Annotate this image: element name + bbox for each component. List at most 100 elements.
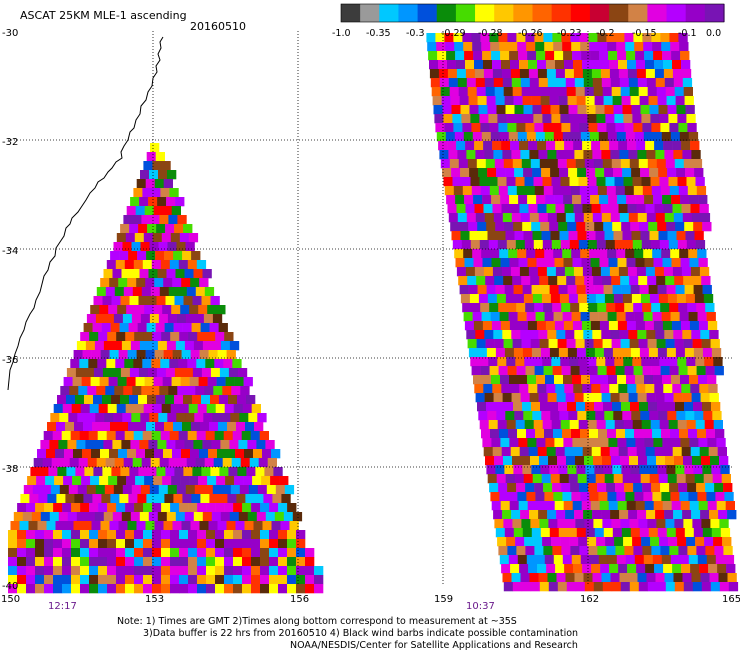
data-cell	[603, 348, 614, 358]
data-cell	[474, 60, 484, 70]
data-cell	[599, 321, 610, 331]
data-cell	[97, 431, 107, 441]
data-cell	[550, 474, 560, 484]
data-cell	[31, 512, 42, 522]
data-cell	[442, 105, 452, 115]
data-cell	[548, 582, 559, 592]
data-cell	[261, 476, 271, 486]
data-cell	[589, 429, 599, 439]
data-cell	[643, 249, 653, 259]
data-cell	[538, 150, 548, 160]
data-cell	[707, 375, 717, 385]
data-cell	[597, 366, 607, 376]
data-cell	[447, 141, 457, 151]
data-cell	[121, 440, 131, 450]
data-cell	[100, 449, 110, 459]
data-cell	[524, 537, 534, 547]
data-cell	[147, 368, 158, 378]
data-cell	[687, 186, 698, 196]
data-cell	[486, 465, 496, 475]
data-cell	[588, 366, 598, 376]
data-cell	[598, 555, 609, 565]
data-cell	[663, 447, 673, 457]
data-cell	[80, 404, 90, 414]
data-cell	[543, 123, 553, 133]
data-cell	[566, 582, 577, 592]
data-cell	[609, 141, 619, 151]
data-cell	[178, 431, 188, 441]
data-cell	[615, 186, 626, 196]
data-cell	[287, 566, 297, 576]
data-cell	[188, 539, 198, 549]
data-cell	[46, 449, 56, 459]
data-cell	[497, 357, 507, 367]
data-cell	[79, 431, 89, 441]
data-cell	[541, 294, 552, 304]
data-cell	[488, 357, 498, 367]
data-cell	[230, 413, 240, 423]
data-cell	[40, 440, 50, 450]
data-cell	[174, 296, 184, 306]
data-cell	[245, 422, 255, 432]
data-cell	[669, 303, 679, 313]
data-cell	[646, 510, 656, 520]
data-cell	[673, 573, 683, 583]
data-cell	[35, 575, 45, 585]
data-cell	[536, 501, 546, 511]
data-cell	[527, 438, 537, 448]
data-cell	[124, 431, 134, 441]
data-cell	[549, 96, 559, 106]
data-cell	[690, 384, 700, 394]
data-cell	[152, 566, 162, 576]
data-cell	[490, 429, 500, 439]
data-cell	[129, 368, 140, 378]
data-cell	[201, 395, 211, 405]
data-cell	[536, 375, 546, 385]
data-cell	[220, 512, 231, 522]
data-cell	[681, 384, 691, 394]
data-cell	[602, 519, 612, 529]
data-cell	[691, 213, 702, 223]
data-cell	[556, 510, 566, 520]
data-cell	[459, 222, 469, 232]
data-cell	[529, 150, 539, 160]
data-cell	[456, 69, 467, 79]
data-cell	[465, 60, 475, 70]
data-cell	[711, 528, 722, 538]
data-cell	[230, 485, 241, 495]
left-swath-cells	[8, 143, 324, 594]
data-cell	[627, 141, 637, 151]
data-cell	[125, 548, 135, 558]
data-cell	[106, 260, 117, 270]
data-cell	[678, 123, 688, 133]
data-cell	[650, 537, 660, 547]
data-cell	[168, 458, 178, 468]
data-cell	[672, 564, 682, 574]
data-cell	[127, 350, 137, 360]
data-cell	[547, 213, 558, 223]
data-cell	[523, 168, 533, 178]
data-cell	[436, 42, 446, 52]
data-cell	[35, 566, 45, 576]
data-cell	[681, 564, 691, 574]
data-cell	[155, 323, 165, 333]
data-cell	[509, 258, 519, 268]
data-cell	[227, 494, 237, 504]
data-cell	[610, 213, 621, 223]
data-cell	[540, 348, 551, 358]
data-cell	[707, 501, 717, 511]
data-cell	[433, 105, 443, 115]
data-cell	[713, 420, 723, 430]
data-cell	[546, 447, 556, 457]
data-cell	[516, 186, 527, 196]
data-cell	[122, 242, 132, 252]
data-cell	[513, 465, 523, 475]
data-cell	[68, 413, 78, 423]
data-cell	[465, 141, 475, 151]
data-cell	[498, 186, 509, 196]
data-cell	[577, 411, 587, 421]
data-cell	[500, 258, 510, 268]
data-cell	[621, 285, 631, 295]
data-cell	[665, 519, 675, 529]
data-cell	[546, 267, 557, 277]
